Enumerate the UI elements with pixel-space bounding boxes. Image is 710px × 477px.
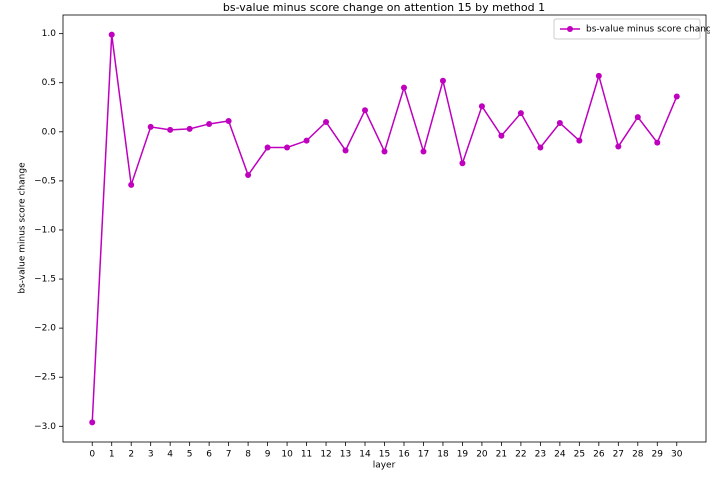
x-tick-label: 28 bbox=[632, 450, 644, 460]
data-point bbox=[167, 126, 174, 133]
x-tick-label: 6 bbox=[206, 450, 212, 460]
x-tick-label: 9 bbox=[265, 450, 271, 460]
x-tick-label: 7 bbox=[226, 450, 232, 460]
x-tick-label: 0 bbox=[89, 450, 95, 460]
data-point bbox=[576, 137, 583, 144]
y-axis-label: bs-value minus score change bbox=[18, 162, 28, 294]
x-tick-label: 29 bbox=[652, 450, 664, 460]
data-point bbox=[284, 144, 291, 151]
data-point bbox=[186, 125, 193, 132]
y-tick-label: 0.5 bbox=[42, 78, 56, 88]
data-point bbox=[673, 93, 680, 100]
data-point bbox=[459, 160, 466, 167]
x-tick-label: 24 bbox=[554, 450, 566, 460]
data-point bbox=[245, 172, 252, 179]
data-point bbox=[400, 84, 407, 91]
x-tick-label: 4 bbox=[167, 450, 173, 460]
legend-marker bbox=[567, 26, 573, 32]
data-point bbox=[323, 118, 330, 125]
x-axis-label: layer bbox=[373, 461, 396, 471]
x-tick-label: 19 bbox=[457, 450, 469, 460]
data-point bbox=[128, 181, 135, 188]
x-tick-label: 2 bbox=[128, 450, 134, 460]
x-tick-label: 3 bbox=[148, 450, 154, 460]
data-point bbox=[264, 144, 271, 151]
data-point bbox=[654, 139, 661, 146]
data-point bbox=[634, 114, 641, 121]
x-tick-label: 14 bbox=[359, 450, 371, 460]
x-tick-label: 10 bbox=[281, 450, 293, 460]
legend-label: bs-value minus score change bbox=[586, 25, 710, 35]
x-tick-label: 18 bbox=[437, 450, 449, 460]
data-point bbox=[517, 110, 524, 117]
x-tick-label: 23 bbox=[535, 450, 546, 460]
data-point bbox=[615, 143, 622, 150]
y-tick-label: 1.0 bbox=[42, 29, 57, 39]
x-tick-label: 1 bbox=[109, 450, 115, 460]
data-point bbox=[342, 147, 349, 154]
y-tick-label: −3.0 bbox=[34, 422, 56, 432]
x-tick-label: 21 bbox=[496, 450, 507, 460]
data-point bbox=[478, 103, 485, 110]
y-tick-label: −1.5 bbox=[34, 275, 56, 285]
data-point bbox=[89, 419, 96, 426]
x-tick-label: 30 bbox=[671, 450, 683, 460]
data-point bbox=[303, 137, 310, 144]
y-tick-label: −2.5 bbox=[34, 373, 56, 383]
x-tick-label: 11 bbox=[301, 450, 312, 460]
x-tick-label: 27 bbox=[613, 450, 624, 460]
x-tick-label: 5 bbox=[187, 450, 193, 460]
data-point bbox=[108, 31, 115, 38]
data-point bbox=[362, 107, 369, 114]
x-tick-label: 26 bbox=[593, 450, 605, 460]
x-tick-label: 22 bbox=[515, 450, 526, 460]
x-tick-label: 12 bbox=[320, 450, 331, 460]
data-point bbox=[206, 120, 213, 127]
y-tick-label: −0.5 bbox=[34, 176, 56, 186]
data-point bbox=[381, 148, 388, 155]
data-point bbox=[556, 119, 563, 126]
chart-title: bs-value minus score change on attention… bbox=[223, 1, 545, 14]
data-point bbox=[439, 77, 446, 84]
x-tick-label: 15 bbox=[379, 450, 390, 460]
x-tick-label: 8 bbox=[245, 450, 251, 460]
x-tick-label: 16 bbox=[398, 450, 410, 460]
data-point bbox=[498, 132, 505, 139]
x-tick-label: 17 bbox=[418, 450, 429, 460]
legend-box bbox=[553, 18, 701, 40]
data-point bbox=[537, 144, 544, 151]
series-line bbox=[91, 34, 678, 423]
data-point bbox=[595, 72, 602, 79]
data-point bbox=[420, 148, 427, 155]
y-tick-label: 0.0 bbox=[42, 127, 57, 137]
x-tick-label: 20 bbox=[476, 450, 488, 460]
data-point bbox=[225, 118, 232, 125]
y-tick-label: −2.0 bbox=[34, 324, 56, 334]
y-tick-label: −1.0 bbox=[34, 225, 56, 235]
x-tick-label: 13 bbox=[340, 450, 351, 460]
data-point bbox=[147, 123, 154, 130]
x-tick-label: 25 bbox=[574, 450, 585, 460]
plot-frame bbox=[62, 14, 707, 443]
